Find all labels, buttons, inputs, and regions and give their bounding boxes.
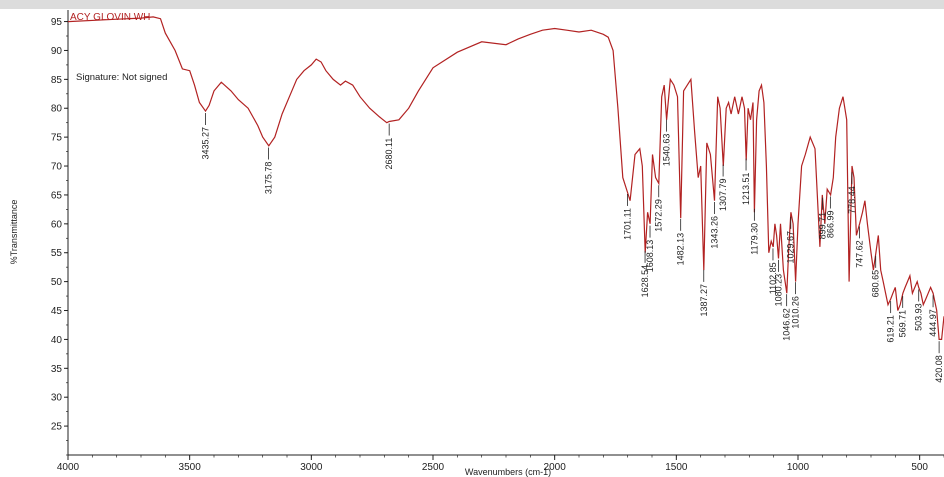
peak-label: 680.65 bbox=[871, 270, 881, 298]
peak-label: 1701.11 bbox=[622, 208, 632, 240]
y-tick-label: 45 bbox=[51, 306, 63, 317]
y-tick-label: 25 bbox=[51, 422, 63, 433]
y-tick-label: 65 bbox=[51, 190, 63, 201]
peak-label: 1482.13 bbox=[676, 233, 686, 266]
y-tick-label: 70 bbox=[51, 162, 63, 173]
peak-label: 2680.11 bbox=[384, 138, 394, 170]
x-tick-label: 1000 bbox=[787, 462, 810, 473]
peak-label: 1046.62 bbox=[782, 308, 792, 341]
y-axis-ticks: 25 30 35 40 45 50 55 60 65 70 75 80 85 90 95 bbox=[51, 17, 68, 456]
x-axis-ticks: 4000 3500 3000 2500 2000 1500 1000 500 bbox=[57, 455, 944, 473]
y-tick-label: 30 bbox=[51, 393, 63, 404]
peak-label: 1213.51 bbox=[741, 172, 751, 205]
peak-label: 503.93 bbox=[914, 303, 924, 331]
peak-label: 1572.29 bbox=[654, 199, 664, 232]
y-tick-label: 90 bbox=[51, 46, 63, 57]
peak-label: 1307.79 bbox=[718, 178, 728, 211]
peak-label: 3435.27 bbox=[200, 127, 210, 160]
x-tick-label: 4000 bbox=[57, 462, 80, 473]
x-axis-title: Wavenumbers (cm-1) bbox=[465, 467, 551, 477]
header-text: ACY GLOVIN WH bbox=[70, 12, 150, 23]
peak-label: 1102.85 bbox=[768, 262, 778, 294]
peak-label: 569.71 bbox=[898, 310, 908, 338]
axes bbox=[67, 10, 944, 456]
window-top-bar bbox=[0, 0, 944, 9]
peak-label: 1080.23 bbox=[774, 274, 784, 307]
peak-label: 1387.27 bbox=[699, 284, 709, 317]
peak-label: 866.99 bbox=[825, 211, 835, 239]
y-axis-title: %Transmittance bbox=[9, 200, 19, 265]
peak-label: 1540.63 bbox=[661, 134, 671, 167]
peak-label: 899.71 bbox=[817, 212, 827, 240]
y-tick-label: 55 bbox=[51, 248, 63, 259]
peak-label: 778.44 bbox=[847, 186, 857, 214]
peak-label: 420.08 bbox=[934, 355, 944, 383]
peak-label: 3175.78 bbox=[264, 162, 274, 195]
y-tick-label: 75 bbox=[51, 133, 63, 144]
signature-text: Signature: Not signed bbox=[76, 72, 167, 83]
spectrum-line bbox=[67, 16, 944, 340]
x-tick-label: 2000 bbox=[544, 462, 567, 473]
x-tick-label: 1500 bbox=[665, 462, 688, 473]
peak-label: 747.62 bbox=[854, 240, 864, 268]
x-tick-label: 2500 bbox=[422, 462, 445, 473]
y-tick-label: 60 bbox=[51, 219, 63, 230]
y-tick-label: 35 bbox=[51, 364, 63, 375]
x-tick-label: 500 bbox=[911, 462, 928, 473]
x-tick-label: 3500 bbox=[179, 462, 202, 473]
peak-label: 1608.13 bbox=[645, 240, 655, 273]
peak-label: 1343.26 bbox=[710, 216, 720, 249]
peak-labels: 3435.27 3175.78 2680.11 1701.11 1628.541608.… bbox=[200, 113, 944, 383]
y-tick-label: 40 bbox=[51, 335, 63, 346]
y-tick-label: 50 bbox=[51, 277, 63, 288]
y-tick-label: 95 bbox=[51, 17, 63, 28]
y-tick-label: 80 bbox=[51, 104, 63, 115]
x-tick-label: 3000 bbox=[300, 462, 323, 473]
peak-label: 1010.26 bbox=[791, 296, 801, 329]
peak-label: 1029.67 bbox=[786, 231, 796, 264]
peak-label: 444.97 bbox=[928, 309, 938, 337]
y-tick-label: 85 bbox=[51, 75, 63, 86]
peak-label: 1628.54 bbox=[640, 265, 650, 298]
peak-label: 619.21 bbox=[886, 315, 896, 343]
peak-label: 1179.30 bbox=[749, 223, 759, 255]
